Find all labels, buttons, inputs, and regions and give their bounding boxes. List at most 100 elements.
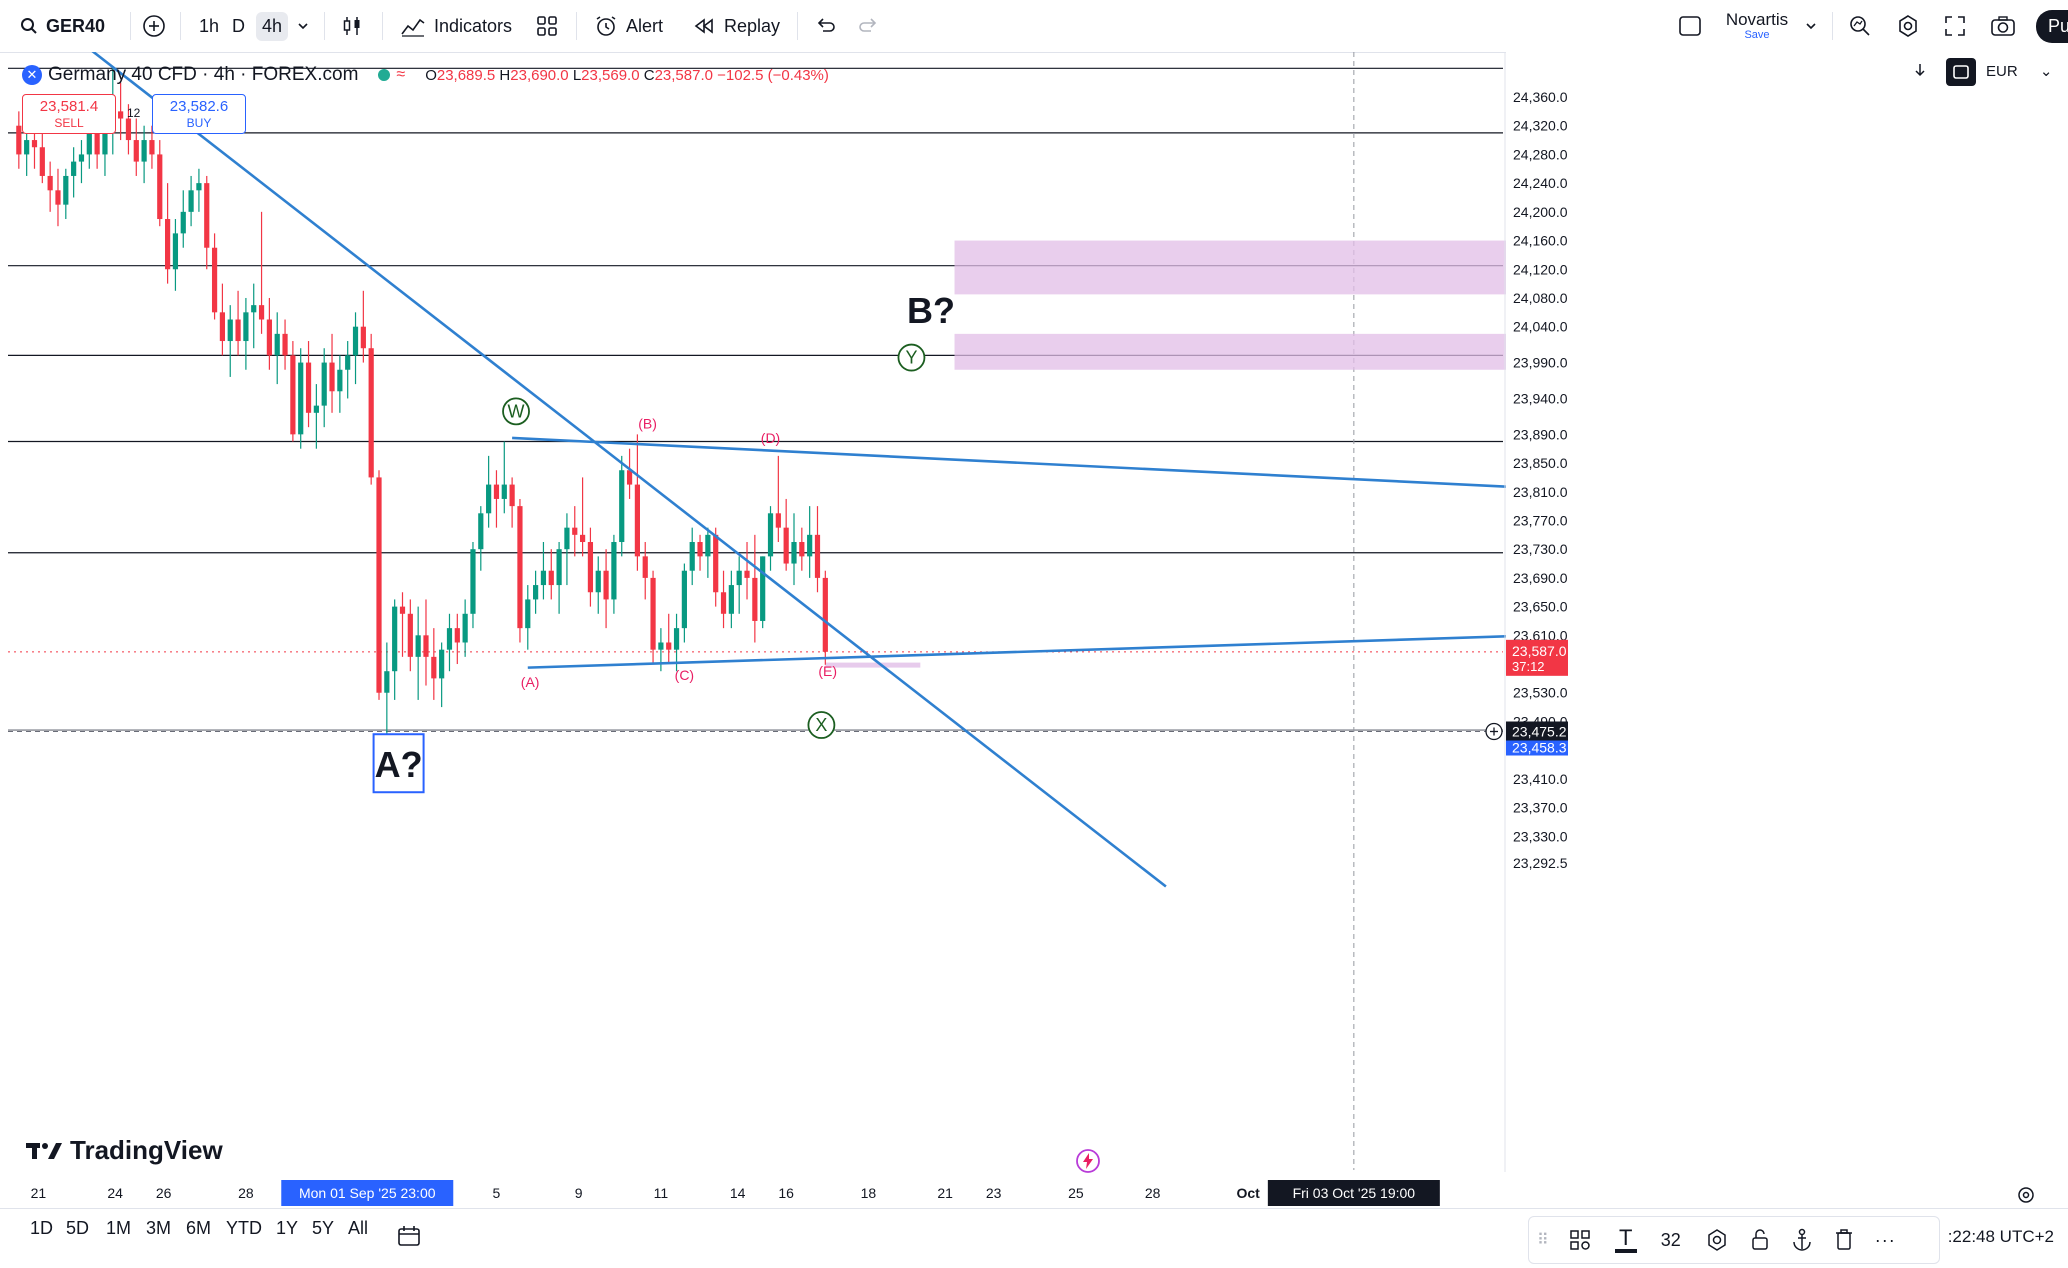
wave-label[interactable]: (B) bbox=[638, 416, 657, 432]
chart-type-button[interactable] bbox=[340, 0, 364, 52]
lock-icon[interactable] bbox=[1749, 1228, 1771, 1252]
trendline[interactable] bbox=[527, 634, 1538, 669]
text-color-button[interactable]: T bbox=[1614, 1227, 1637, 1253]
fullscreen-button[interactable] bbox=[1944, 0, 1966, 52]
layout-name-button[interactable]: Novartis Save bbox=[1720, 0, 1794, 52]
candle bbox=[595, 556, 601, 614]
price-tick-label: 24,080.0 bbox=[1513, 290, 1568, 306]
wave-label[interactable]: W bbox=[508, 401, 525, 421]
time-axis-background bbox=[0, 1173, 1506, 1207]
drag-handle-icon[interactable]: ⠿ bbox=[1537, 1232, 1549, 1249]
rectangle-zone[interactable] bbox=[954, 333, 1538, 370]
wave-label[interactable]: (D) bbox=[761, 430, 780, 446]
range-button-ytd[interactable]: YTD bbox=[226, 1218, 262, 1238]
scroll-down-icon[interactable] bbox=[1912, 62, 1928, 83]
replay-button[interactable]: Replay bbox=[694, 0, 780, 52]
legend-title: Germany 40 CFD · 4h · FOREX.com bbox=[48, 64, 359, 85]
annotation-text[interactable]: B? bbox=[907, 290, 955, 331]
annotation-text[interactable]: A? bbox=[375, 744, 423, 785]
wave-label[interactable]: (A) bbox=[521, 674, 540, 690]
timeframe-d[interactable]: D bbox=[232, 0, 245, 52]
auto-scale-button[interactable] bbox=[1946, 58, 1976, 86]
timeframe-4h[interactable]: 4h bbox=[256, 0, 289, 52]
alert-button[interactable]: Alert bbox=[594, 0, 663, 52]
plus-circle-icon bbox=[143, 15, 165, 37]
layout-dropdown[interactable] bbox=[1804, 0, 1818, 52]
quick-search-button[interactable] bbox=[1848, 0, 1872, 52]
candle bbox=[258, 211, 265, 334]
sell-button[interactable]: 23,581.4 SELL bbox=[22, 94, 116, 134]
range-button-all[interactable]: All bbox=[348, 1218, 369, 1238]
wave-label[interactable]: (C) bbox=[675, 667, 694, 683]
alarm-clock-icon bbox=[596, 16, 616, 36]
timeframe-1h[interactable]: 1h bbox=[199, 0, 219, 52]
candle bbox=[666, 613, 672, 665]
candle bbox=[720, 570, 727, 629]
trendline[interactable] bbox=[512, 436, 1538, 490]
candle bbox=[149, 125, 155, 169]
compare-button[interactable] bbox=[142, 0, 166, 52]
range-button-3m[interactable]: 3M bbox=[146, 1218, 172, 1238]
candle-body bbox=[728, 585, 734, 614]
axis-settings-icon[interactable] bbox=[2016, 1185, 2036, 1210]
symbol-search[interactable]: GER40 bbox=[20, 0, 105, 52]
rectangle-zone[interactable] bbox=[954, 240, 1538, 295]
more-icon[interactable]: ··· bbox=[1874, 1229, 1896, 1250]
candle-body bbox=[243, 312, 249, 342]
indicators-button[interactable]: Indicators bbox=[400, 0, 512, 52]
buy-button[interactable]: 23,582.6 BUY bbox=[152, 94, 246, 134]
candle-body bbox=[102, 132, 108, 155]
time-axis[interactable]: 21 24 26 28 5 9 11 14 16 18 21 23 25 28 Oct Mon 01 Sep … bbox=[0, 1173, 1506, 1207]
wave-label[interactable]: X bbox=[815, 715, 827, 735]
range-button-1m[interactable]: 1M bbox=[106, 1218, 132, 1238]
divider bbox=[382, 12, 383, 40]
price-axis[interactable]: 24,360.0 24,320.0 24,280.0 24,240.0 24,200.0… bbox=[1485, 52, 2068, 1172]
publish-button[interactable]: Pu bbox=[2036, 0, 2068, 52]
wave-label[interactable]: (E) bbox=[818, 663, 837, 679]
candle-body bbox=[423, 635, 429, 657]
candle bbox=[165, 183, 171, 284]
range-button-6m[interactable]: 6M bbox=[186, 1218, 212, 1238]
candle bbox=[172, 219, 179, 291]
undo-button[interactable] bbox=[814, 0, 836, 52]
candle bbox=[705, 527, 711, 578]
layout-checkbox[interactable] bbox=[1678, 0, 1702, 52]
event-lightning-icon[interactable] bbox=[1075, 1148, 1101, 1179]
candle-body bbox=[86, 125, 92, 155]
annotation-box[interactable] bbox=[372, 733, 425, 794]
price-chart[interactable]: (A) (B) (C) (D) (E) W X Y B? A? 24,360.024,320.02… bbox=[0, 52, 2068, 1207]
candle-body bbox=[305, 362, 312, 413]
range-button-1y[interactable]: 1Y bbox=[276, 1218, 299, 1238]
buy-price: 23,582.6 bbox=[169, 98, 229, 115]
wave-circle[interactable] bbox=[897, 343, 926, 372]
timeframe-dropdown[interactable] bbox=[296, 0, 310, 52]
template-grid-icon[interactable] bbox=[1569, 1229, 1591, 1251]
wave-circle[interactable] bbox=[502, 397, 530, 426]
wave-label[interactable]: Y bbox=[905, 348, 917, 368]
wave-circle[interactable] bbox=[807, 711, 836, 739]
anchor-icon[interactable] bbox=[1791, 1228, 1813, 1252]
font-size-value[interactable]: 32 bbox=[1660, 1229, 1681, 1250]
candle bbox=[204, 175, 210, 270]
range-button-1d[interactable]: 1D bbox=[30, 1218, 54, 1238]
range-button-5y[interactable]: 5Y bbox=[312, 1218, 335, 1238]
candle-body bbox=[16, 125, 22, 155]
settings-icon[interactable] bbox=[1705, 1228, 1729, 1252]
candle bbox=[282, 319, 288, 370]
redo-button[interactable] bbox=[858, 0, 880, 52]
camera-icon bbox=[1991, 16, 2015, 36]
candle-body bbox=[211, 247, 218, 313]
trendline[interactable] bbox=[78, 52, 1167, 888]
utc-clock[interactable]: :22:48 UTC+2 bbox=[1947, 1227, 2054, 1246]
trash-icon[interactable] bbox=[1833, 1228, 1855, 1252]
snapshot-button[interactable] bbox=[1990, 0, 2016, 52]
range-button-5d[interactable]: 5D bbox=[66, 1218, 90, 1238]
templates-button[interactable] bbox=[536, 0, 558, 52]
small-zone[interactable] bbox=[825, 662, 921, 668]
currency-selector[interactable]: EUR ⌄ bbox=[1986, 62, 2052, 80]
settings-button[interactable] bbox=[1896, 0, 1920, 52]
candle bbox=[814, 506, 821, 593]
date-range-button[interactable] bbox=[396, 1224, 422, 1253]
candle bbox=[462, 599, 468, 657]
price-tick-label: 24,320.0 bbox=[1513, 118, 1568, 134]
